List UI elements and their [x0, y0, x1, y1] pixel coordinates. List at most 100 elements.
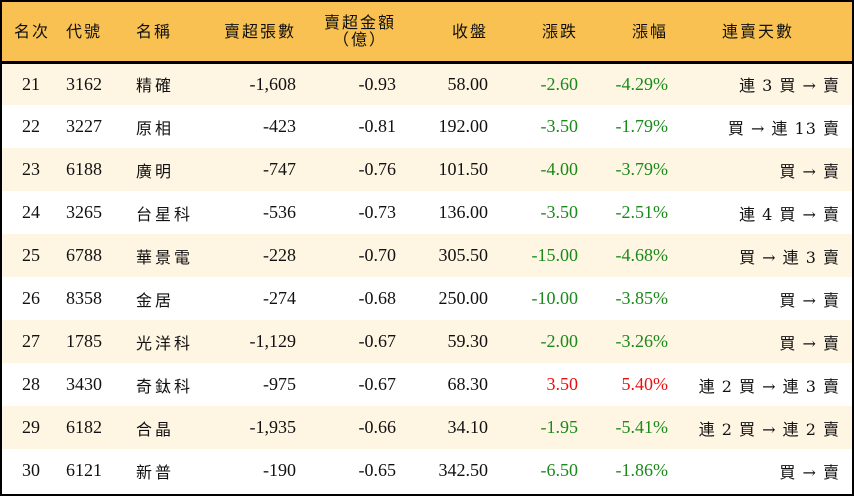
cell-net-sell-volume: -1,935 [249, 417, 297, 437]
table-row: 26 8358 金居 -274 -0.68 250.00 -10.00 -3.85% 買 → 賣 [2, 277, 852, 320]
cell-consecutive-days: 買 → 連 13 賣 [727, 118, 840, 138]
cell-change: -15.00 [531, 245, 579, 265]
cell-name: 奇鈦科 [136, 376, 194, 396]
cell-code: 6121 [66, 460, 102, 480]
cell-change: -4.00 [540, 159, 579, 179]
cell-name: 金居 [136, 290, 175, 310]
cell-close: 192.00 [438, 116, 489, 136]
cell-net-sell-amount: -0.68 [358, 288, 397, 308]
cell-consecutive-days: 買 → 賣 [779, 333, 840, 353]
cell-change-pct: -5.41% [615, 417, 669, 437]
cell-name: 新普 [136, 462, 175, 482]
cell-rank: 22 [22, 116, 40, 136]
cell-net-sell-amount: -0.66 [358, 417, 397, 437]
cell-consecutive-days: 連 3 買 → 賣 [739, 76, 840, 96]
cell-net-sell-amount: -0.73 [358, 202, 397, 222]
cell-consecutive-days: 買 → 賣 [779, 161, 840, 181]
header-rank: 名次 [2, 2, 62, 64]
header-net-sell-amount-line2: （億） [332, 30, 387, 50]
cell-net-sell-amount: -0.93 [358, 73, 397, 94]
cell-change-pct: -3.79% [615, 159, 669, 179]
cell-net-sell-amount: -0.70 [358, 245, 397, 265]
cell-rank: 28 [22, 374, 40, 394]
cell-consecutive-days: 連 4 買 → 賣 [739, 204, 840, 224]
cell-rank: 30 [22, 460, 40, 480]
header-net-sell-amount: 賣超金額 （億） [304, 2, 404, 64]
table-row: 30 6121 新普 -190 -0.65 342.50 -6.50 -1.86% 買 → 賣 [2, 449, 852, 492]
cell-change: -3.50 [540, 202, 579, 222]
cell-close: 59.30 [447, 331, 489, 351]
header-net-sell-volume: 賣超張數 [222, 2, 304, 64]
table-row: 27 1785 光洋科 -1,129 -0.67 59.30 -2.00 -3.26% 買 → … [2, 320, 852, 363]
cell-net-sell-amount: -0.76 [358, 159, 397, 179]
cell-code: 6788 [66, 245, 102, 265]
cell-change-pct: -1.79% [615, 116, 669, 136]
cell-code: 3265 [66, 202, 102, 222]
cell-code: 3227 [66, 116, 102, 136]
cell-net-sell-amount: -0.81 [358, 116, 397, 136]
cell-change: -2.60 [540, 73, 579, 94]
cell-net-sell-volume: -274 [263, 288, 296, 308]
cell-rank: 23 [22, 159, 40, 179]
header-net-sell-amount-label: 賣超金額 （億） [324, 14, 396, 48]
cell-name: 廣明 [136, 161, 175, 181]
cell-change: -3.50 [540, 116, 579, 136]
cell-rank: 25 [22, 245, 40, 265]
cell-code: 6188 [66, 159, 102, 179]
header-close: 收盤 [404, 2, 496, 64]
table-row: 22 3227 原相 -423 -0.81 192.00 -3.50 -1.79% 買 → 連 … [2, 105, 852, 148]
table-body: 21 3162 精確 -1,608 -0.93 58.00 -2.60 -4.29% 連 3 買… [2, 62, 852, 492]
cell-code: 6182 [66, 417, 102, 437]
cell-net-sell-volume: -1,608 [249, 73, 297, 94]
cell-rank: 24 [22, 202, 40, 222]
header-name: 名稱 [130, 2, 222, 64]
cell-change: -2.00 [540, 331, 579, 351]
cell-net-sell-volume: -190 [263, 460, 296, 480]
header-change-pct: 漲幅 [586, 2, 676, 64]
table-row: 28 3430 奇鈦科 -975 -0.67 68.30 3.50 5.40% 連 2 買 → … [2, 363, 852, 406]
table-row: 21 3162 精確 -1,608 -0.93 58.00 -2.60 -4.29% 連 3 買… [2, 62, 852, 105]
cell-rank: 29 [22, 417, 40, 437]
header-consecutive-days: 連賣天數 [676, 2, 852, 64]
cell-consecutive-days: 買 → 賣 [779, 462, 840, 482]
header-code: 代號 [62, 2, 130, 64]
cell-close: 58.00 [447, 73, 489, 94]
cell-change-pct: -4.68% [615, 245, 669, 265]
cell-close: 305.50 [438, 245, 489, 265]
table-row: 23 6188 廣明 -747 -0.76 101.50 -4.00 -3.79% 買 → 賣 [2, 148, 852, 191]
header-row: 名次 代號 名稱 賣超張數 賣超金額 （億） 收盤 漲跌 漲幅 連賣天數 [2, 2, 852, 64]
cell-change: 3.50 [546, 374, 579, 394]
table-row: 24 3265 台星科 -536 -0.73 136.00 -3.50 -2.51% 連 4 買… [2, 191, 852, 234]
cell-rank: 26 [22, 288, 40, 308]
cell-rank: 27 [22, 331, 40, 351]
header-change: 漲跌 [496, 2, 586, 64]
cell-close: 101.50 [438, 159, 489, 179]
cell-consecutive-days: 買 → 連 3 賣 [739, 247, 840, 267]
cell-close: 136.00 [438, 202, 489, 222]
cell-change: -6.50 [540, 460, 579, 480]
cell-net-sell-volume: -536 [263, 202, 296, 222]
cell-close: 68.30 [447, 374, 489, 394]
cell-change-pct: 5.40% [621, 374, 669, 394]
table-row: 29 6182 合晶 -1,935 -0.66 34.10 -1.95 -5.41% 連 2 買… [2, 406, 852, 449]
cell-net-sell-volume: -1,129 [249, 331, 297, 351]
cell-code: 3430 [66, 374, 102, 394]
cell-change-pct: -2.51% [615, 202, 669, 222]
cell-change: -1.95 [540, 417, 579, 437]
cell-change-pct: -3.85% [615, 288, 669, 308]
cell-code: 8358 [66, 288, 102, 308]
table-header: 名次 代號 名稱 賣超張數 賣超金額 （億） 收盤 漲跌 漲幅 連賣天數 [2, 2, 852, 64]
table-row: 25 6788 華景電 -228 -0.70 305.50 -15.00 -4.68% 買 → … [2, 234, 852, 277]
cell-name: 精確 [136, 76, 175, 96]
cell-change-pct: -4.29% [615, 73, 669, 94]
cell-close: 250.00 [438, 288, 489, 308]
cell-rank: 21 [22, 73, 40, 94]
cell-change-pct: -3.26% [615, 331, 669, 351]
cell-name: 合晶 [136, 419, 175, 439]
cell-net-sell-volume: -747 [263, 159, 296, 179]
cell-name: 台星科 [136, 204, 194, 224]
cell-net-sell-volume: -975 [263, 374, 296, 394]
cell-code: 1785 [66, 331, 102, 351]
cell-consecutive-days: 買 → 賣 [779, 290, 840, 310]
